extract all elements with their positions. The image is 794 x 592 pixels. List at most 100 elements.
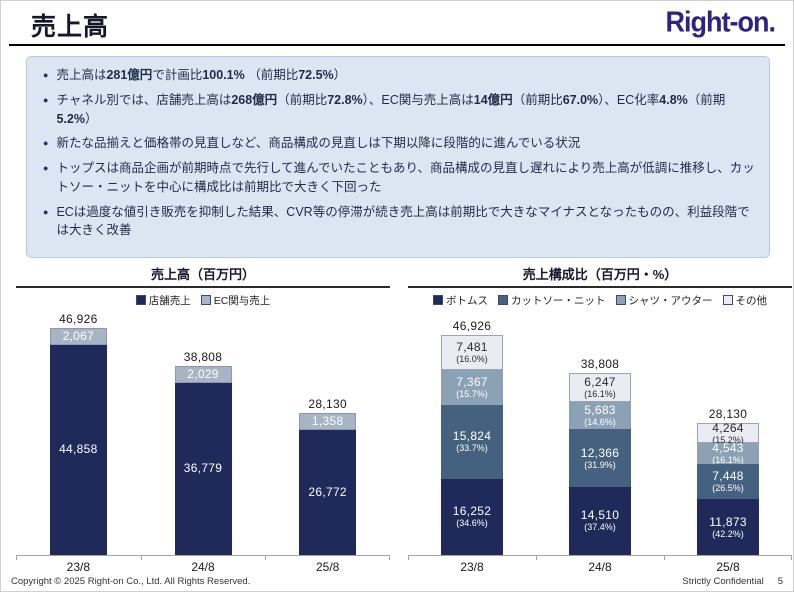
legend-color-chip	[135, 295, 146, 305]
segment-value: 4,264	[712, 420, 744, 435]
x-axis-label: 24/8	[191, 560, 215, 574]
bar-segment: 36,779	[174, 382, 232, 555]
bar-stack: 4,264 (15.2%) 4,543 (16.1%) 7,448 (26.5%) 11,8…	[697, 420, 759, 555]
slide-footer: Copyright © 2025 Right-on Co., Ltd. All …	[11, 576, 783, 587]
bar-stack: 1,358 26,772	[299, 412, 357, 555]
segment-percent: (33.7%)	[456, 443, 488, 454]
legend-color-chip	[433, 295, 443, 305]
bar-segment: 15,824 (33.7%)	[441, 404, 503, 479]
bar-segment: 7,367 (15.7%)	[441, 370, 503, 405]
legend-item: その他	[722, 293, 767, 308]
sales-chart-plot: 46,926 2,067 44,858 38,808 2,029 36,779 28,130…	[16, 310, 390, 560]
segment-value: 7,481	[456, 340, 488, 355]
bar-total-label: 38,808	[580, 357, 620, 372]
bar-total-label: 38,808	[183, 349, 223, 364]
segment-percent: (16.1%)	[712, 455, 744, 466]
bullet-text: 新たな品揃えと価格帯の見直しなど、商品構成の見直しは下期以降に段階的に進んでいる…	[56, 136, 581, 151]
bullet-icon: ●	[43, 70, 49, 80]
bar-segment: 44,858	[49, 344, 107, 555]
bullet-icon: ●	[43, 94, 49, 105]
composition-chart-plot: 46,926 7,481 (16.0%) 7,367 (15.7%) 15,824 (33.…	[408, 310, 792, 560]
segment-value: 44,858	[59, 442, 98, 457]
axis-tick	[535, 555, 537, 560]
segment-percent: (15.7%)	[456, 388, 488, 399]
x-axis-label: 25/8	[716, 560, 740, 574]
bullet-item: ● チャネル別では、店舗売上高は268億円（前期比72.8%）、EC関与売上高は1…	[39, 91, 755, 129]
bar-segment: 7,481 (16.0%)	[441, 335, 503, 371]
composition-chart-legend: ボトムス カットソー・ニット シャツ・アウター その他	[408, 292, 792, 308]
legend-item: ボトムス	[433, 293, 488, 308]
axis-tick	[408, 555, 409, 560]
bullet-icon: ●	[43, 206, 49, 217]
x-axis-label: 23/8	[66, 560, 91, 574]
legend-label: カットソー・ニット	[511, 294, 606, 307]
segment-percent: (15.2%)	[712, 434, 744, 445]
legend-item: 店舗売上	[135, 293, 191, 308]
right-on-logo: Right-on.	[665, 6, 776, 38]
segment-percent: (37.4%)	[584, 522, 616, 533]
axis-tick	[664, 555, 665, 560]
segment-value: 6,247	[584, 375, 616, 390]
bullet-item: ● ECは過度な値引き販売を抑制した結果、CVR等の停滞が続き売上高は前期比で大き…	[39, 203, 755, 241]
legend-label: シャツ・アウター	[628, 294, 713, 307]
sales-chart: 売上高（百万円） 店舗売上 EC関与売上 46,926 2,067 44,858 38,…	[16, 264, 390, 574]
bar-column: 46,926 2,067 44,858	[16, 312, 141, 555]
bullet-text: トップスは商品企画が前期時点で先行して進んでいたこともあり、商品構成の見直し遅れ…	[56, 161, 755, 194]
segment-percent: (26.5%)	[712, 483, 744, 494]
axis-tick	[389, 555, 390, 560]
legend-color-chip	[615, 295, 626, 305]
bar-segment: 4,543 (16.1%)	[697, 442, 759, 466]
segment-percent: (16.0%)	[456, 354, 488, 365]
bullet-text: チャネル別では、店舗売上高は268億円（前期比72.8%）、EC関与売上高は14…	[56, 92, 726, 126]
segment-value: 2,029	[187, 366, 219, 381]
bar-segment: 2,067	[49, 327, 107, 345]
bar-stack: 6,247 (16.1%) 5,683 (14.6%) 12,366 (31.9%) 14,…	[569, 373, 631, 555]
bar-segment: 5,683 (14.6%)	[569, 402, 631, 430]
bullet-text: 売上高は281億円で計画比100.1% （前期比72.5%）	[56, 68, 347, 82]
legend-label: EC関与売上	[213, 294, 271, 307]
bar-total-label: 28,130	[708, 407, 748, 422]
x-axis-label: 25/8	[316, 560, 340, 574]
bullet-item: ● 売上高は281億円で計画比100.1% （前期比72.5%）	[39, 66, 755, 85]
composition-chart-title: 売上構成比（百万円・%）	[408, 264, 792, 288]
bar-segment: 26,772	[299, 429, 357, 555]
segment-value: 14,510	[580, 508, 620, 523]
slide-header: 売上高 Right-on.	[31, 6, 776, 43]
segment-value: 15,824	[452, 429, 492, 444]
segment-value: 36,779	[183, 461, 223, 476]
segment-value: 2,067	[62, 328, 95, 343]
bar-column: 46,926 7,481 (16.0%) 7,367 (15.7%) 15,824 (33.…	[408, 319, 536, 555]
axis-tick	[265, 555, 267, 560]
bar-segment: 1,358	[299, 412, 357, 430]
bar-stack: 7,481 (16.0%) 7,367 (15.7%) 15,824 (33.7%) 16,…	[441, 335, 503, 555]
legend-item: カットソー・ニット	[498, 293, 606, 308]
sales-chart-legend: 店舗売上 EC関与売上	[16, 292, 390, 308]
charts-section: 売上高（百万円） 店舗売上 EC関与売上 46,926 2,067 44,858 38,…	[16, 264, 792, 574]
header-divider	[9, 44, 785, 46]
bar-total-label: 46,926	[59, 311, 98, 326]
bar-column: 28,130 1,358 26,772	[265, 397, 390, 555]
legend-label: ボトムス	[446, 294, 488, 307]
bullet-item: ● トップスは商品企画が前期時点で先行して進んでいたこともあり、商品構成の見直し遅…	[39, 159, 755, 197]
bar-column: 38,808 6,247 (16.1%) 5,683 (14.6%) 12,366 (31.…	[536, 357, 664, 555]
bar-segment: 12,366 (31.9%)	[569, 429, 631, 487]
segment-percent: (42.2%)	[712, 528, 744, 539]
page-number: 5	[777, 576, 783, 587]
segment-percent: (16.1%)	[584, 389, 616, 400]
bar-total-label: 46,926	[452, 319, 492, 334]
segment-value: 26,772	[308, 484, 347, 499]
legend-color-chip	[200, 295, 211, 305]
segment-percent: (34.6%)	[456, 518, 488, 529]
bullet-icon: ●	[43, 163, 49, 173]
legend-label: 店舗売上	[148, 294, 191, 307]
bar-segment: 11,873 (42.2%)	[697, 499, 759, 555]
legend-color-chip	[498, 295, 508, 305]
bar-stack: 2,029 36,779	[174, 365, 232, 555]
bar-segment: 14,510 (37.4%)	[569, 486, 631, 555]
bullet-icon: ●	[43, 138, 49, 149]
sales-chart-title: 売上高（百万円）	[16, 264, 390, 288]
bar-segment: 4,264 (15.2%)	[697, 420, 759, 445]
axis-tick	[140, 555, 142, 560]
segment-value: 11,873	[709, 514, 747, 529]
bar-column: 28,130 4,264 (15.2%) 4,543 (16.1%) 7,448 (26.5…	[664, 407, 792, 555]
